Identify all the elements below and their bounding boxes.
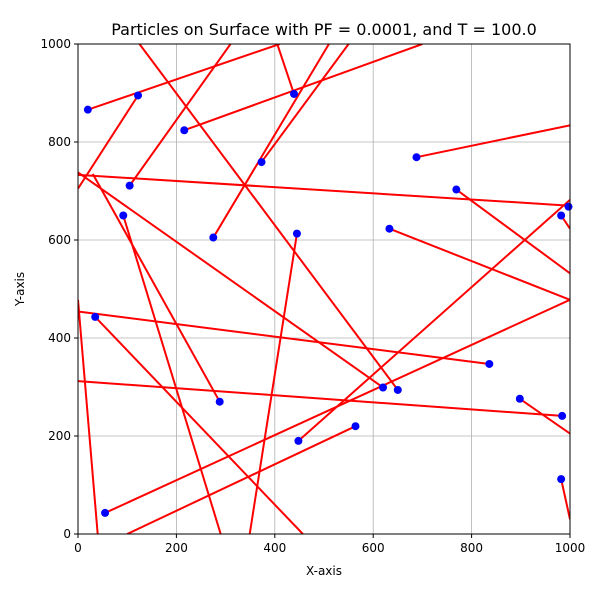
particle-point (101, 508, 110, 517)
trajectory-line (260, 44, 350, 163)
grid (77, 43, 571, 535)
trajectory-line (128, 44, 232, 187)
y-tick-label: 1000 (40, 37, 71, 51)
particle-point (557, 211, 566, 220)
particle-point (215, 397, 224, 406)
trajectory-line (416, 124, 570, 159)
y-axis-ticks: 0 200 400 600 800 1000 (40, 37, 78, 541)
x-axis-ticks: 0 200 400 600 800 1000 (74, 534, 585, 555)
y-tick-label: 0 (63, 527, 71, 541)
trajectory-line (248, 233, 298, 534)
trajectory-line (389, 227, 570, 301)
particle-point (125, 181, 134, 190)
y-tick-label: 800 (48, 135, 71, 149)
particle-point (485, 359, 494, 368)
trajectory-line (138, 44, 399, 391)
x-axis-label: X-axis (306, 564, 342, 578)
x-tick-label: 200 (165, 541, 188, 555)
x-tick-label: 1000 (555, 541, 586, 555)
particle-point (257, 158, 266, 167)
trajectory-line (122, 215, 222, 534)
particle-point (393, 385, 402, 394)
chart-title: Particles on Surface with PF = 0.0001, a… (111, 20, 537, 39)
trajectory-line (78, 299, 99, 534)
trajectory-line (212, 44, 330, 239)
particle-point (91, 312, 100, 321)
particle-point (209, 233, 218, 242)
trajectory-line (78, 94, 139, 190)
y-tick-label: 400 (48, 331, 71, 345)
particle-point (83, 105, 92, 114)
trajectory-lines (78, 44, 570, 534)
particle-point (379, 383, 388, 392)
particle-point (557, 475, 566, 484)
particle-point (289, 89, 298, 98)
particle-point (452, 185, 461, 194)
trajectory-line (78, 310, 490, 365)
trajectory-line (276, 44, 295, 95)
trajectory-line (560, 478, 570, 520)
particle-point (292, 229, 301, 238)
trajectory-line (94, 316, 304, 534)
trajectory-line (297, 199, 570, 442)
x-tick-label: 800 (460, 541, 483, 555)
trajectory-line (78, 173, 570, 207)
trajectory-line (455, 188, 570, 275)
trajectory-line (519, 397, 570, 435)
particle-point (558, 411, 567, 420)
particle-point (180, 126, 189, 135)
y-tick-label: 200 (48, 429, 71, 443)
x-tick-label: 0 (74, 541, 82, 555)
x-tick-label: 400 (263, 541, 286, 555)
particle-point (515, 394, 524, 403)
particle-point (119, 211, 128, 220)
trajectory-line (78, 380, 563, 417)
particle-point (294, 436, 303, 445)
particle-point (412, 153, 421, 162)
y-tick-label: 600 (48, 233, 71, 247)
trajectory-line (87, 44, 281, 111)
trajectory-line (78, 171, 384, 389)
particle-point (134, 91, 143, 100)
trajectory-line (104, 298, 570, 514)
y-axis-label: Y-axis (13, 272, 27, 307)
trajectory-line (91, 173, 221, 403)
plot-frame (77, 43, 571, 535)
particle-points (83, 89, 573, 517)
particle-point (564, 202, 573, 211)
x-tick-label: 600 (362, 541, 385, 555)
particle-point (351, 422, 360, 431)
trajectory-line (126, 425, 356, 534)
particle-point (385, 224, 394, 233)
